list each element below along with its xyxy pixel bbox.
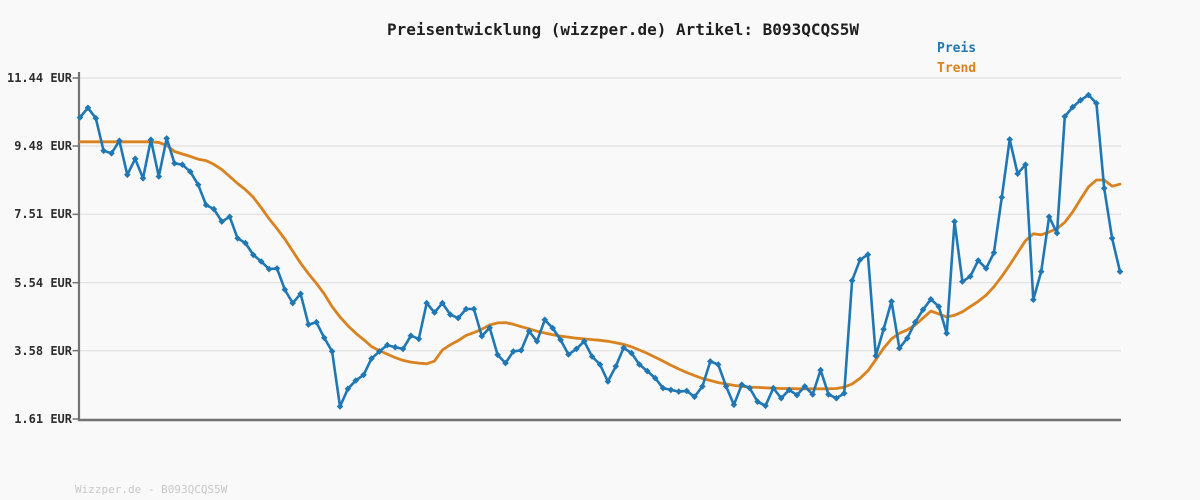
y-tick-label: 11.44 EUR — [6, 71, 72, 85]
legend-item-preis: Preis — [937, 41, 977, 56]
chart-legend: Preis Trend — [937, 39, 976, 79]
legend-item-trend: Trend — [937, 61, 977, 76]
y-tick-label: 1.61 EUR — [14, 412, 72, 426]
page-title: Preisentwicklung (wizzper.de) Artikel: B… — [386, 20, 859, 39]
preis-markers — [76, 91, 1124, 410]
y-tick-label: 9.48 EUR — [14, 138, 72, 153]
trend-line — [78, 140, 1122, 391]
y-tick-label: 3.58 EUR — [14, 343, 72, 358]
preis-line — [78, 93, 1122, 408]
y-tick-label: 7.51 EUR — [14, 207, 72, 222]
y-tick-label: 5.54 EUR — [14, 275, 72, 290]
watermark-text: Wizzper.de - B093QCQS5W — [75, 483, 228, 496]
